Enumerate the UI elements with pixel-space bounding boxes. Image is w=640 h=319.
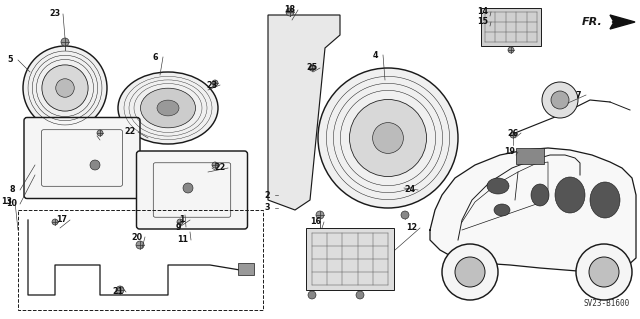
Circle shape [542, 82, 578, 118]
Text: 23: 23 [207, 80, 218, 90]
Circle shape [97, 130, 103, 136]
Text: SV23-B1600: SV23-B1600 [584, 299, 630, 308]
Circle shape [318, 68, 458, 208]
Text: 9: 9 [175, 222, 180, 232]
Text: 5: 5 [7, 56, 13, 64]
Polygon shape [430, 148, 636, 272]
Circle shape [372, 122, 403, 153]
Circle shape [23, 46, 107, 130]
Text: 17: 17 [56, 216, 67, 225]
Text: 7: 7 [575, 91, 580, 100]
Text: 15: 15 [477, 18, 488, 26]
Ellipse shape [118, 72, 218, 144]
Text: 16: 16 [310, 218, 321, 226]
Text: 18: 18 [284, 5, 296, 14]
Bar [481, 8, 541, 46]
Text: 10: 10 [6, 199, 17, 209]
Bar [516, 148, 544, 164]
Circle shape [508, 47, 514, 53]
Circle shape [455, 257, 485, 287]
Ellipse shape [531, 184, 549, 206]
Circle shape [286, 8, 294, 16]
Text: 2: 2 [264, 190, 270, 199]
Circle shape [136, 241, 144, 249]
Text: 26: 26 [508, 129, 518, 137]
Text: 3: 3 [264, 204, 269, 212]
Bar [18, 210, 263, 310]
Text: 25: 25 [307, 63, 317, 72]
Text: 23: 23 [49, 10, 61, 19]
Polygon shape [610, 15, 635, 29]
Polygon shape [268, 15, 340, 210]
Circle shape [308, 291, 316, 299]
Circle shape [589, 257, 619, 287]
Text: 19: 19 [504, 147, 515, 157]
Ellipse shape [555, 177, 585, 213]
Text: 12: 12 [406, 224, 417, 233]
Text: 22: 22 [124, 128, 136, 137]
Circle shape [212, 80, 218, 86]
Bar [306, 228, 394, 290]
Circle shape [442, 244, 498, 300]
Circle shape [61, 38, 69, 46]
Circle shape [349, 100, 426, 176]
Text: 21: 21 [113, 287, 124, 296]
Text: 4: 4 [372, 50, 378, 60]
Circle shape [551, 91, 569, 109]
Text: FR.: FR. [582, 17, 603, 27]
Circle shape [183, 183, 193, 193]
Circle shape [90, 160, 100, 170]
Circle shape [356, 291, 364, 299]
Ellipse shape [494, 204, 510, 216]
Text: 20: 20 [131, 233, 143, 241]
Circle shape [316, 211, 324, 219]
Circle shape [510, 132, 516, 138]
FancyBboxPatch shape [24, 117, 140, 198]
Bar [238, 263, 254, 275]
Text: 8: 8 [9, 186, 15, 195]
Circle shape [401, 211, 409, 219]
Circle shape [116, 286, 124, 294]
Text: 22: 22 [214, 164, 226, 173]
Text: 6: 6 [152, 53, 157, 62]
Ellipse shape [590, 182, 620, 218]
Text: 14: 14 [477, 8, 488, 17]
Text: 13: 13 [1, 197, 13, 206]
Circle shape [576, 244, 632, 300]
Circle shape [212, 162, 218, 168]
Circle shape [309, 65, 315, 71]
Ellipse shape [487, 178, 509, 194]
Circle shape [177, 219, 183, 225]
Circle shape [52, 219, 58, 225]
Ellipse shape [157, 100, 179, 116]
Circle shape [42, 65, 88, 111]
Text: 24: 24 [404, 186, 415, 195]
FancyBboxPatch shape [136, 151, 248, 229]
Ellipse shape [141, 88, 195, 128]
Text: 11: 11 [177, 235, 189, 244]
Circle shape [56, 79, 74, 97]
Text: 1: 1 [179, 216, 185, 225]
